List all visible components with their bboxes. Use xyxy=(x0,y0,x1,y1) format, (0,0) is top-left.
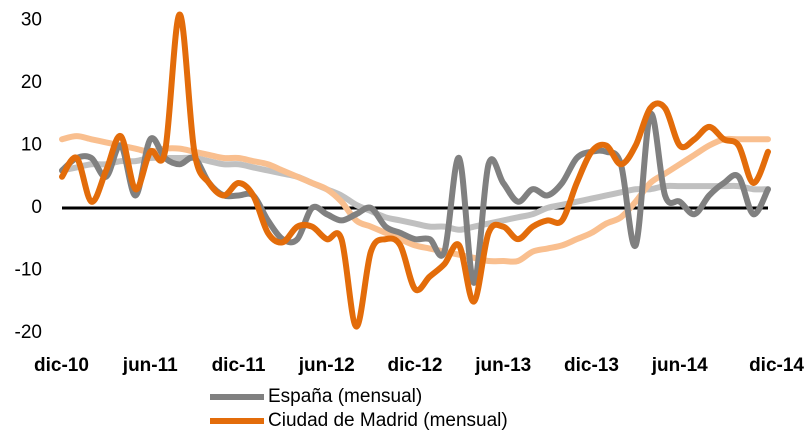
legend-label: España (mensual) xyxy=(268,386,422,407)
x-tick-label: jun-12 xyxy=(298,355,355,376)
series-line xyxy=(59,133,771,265)
y-tick-label: -10 xyxy=(15,259,42,280)
y-tick-label: 30 xyxy=(21,10,42,31)
y-tick-label: 0 xyxy=(31,197,42,218)
y-tick-label: 20 xyxy=(21,72,42,93)
series-line xyxy=(59,11,771,330)
x-tick-label: dic-14 xyxy=(749,355,804,376)
x-tick-label: dic-12 xyxy=(388,355,443,376)
x-tick-label: jun-14 xyxy=(651,355,708,376)
series-line xyxy=(59,154,771,233)
y-tick-label: 10 xyxy=(21,135,42,156)
x-tick-label: dic-11 xyxy=(212,355,266,376)
y-tick-label: -20 xyxy=(15,322,42,343)
x-tick-label: jun-13 xyxy=(474,355,531,376)
legend-label: Ciudad de Madrid (mensual) xyxy=(268,410,508,431)
x-tick-label: jun-11 xyxy=(122,355,178,376)
x-tick-label: dic-13 xyxy=(564,355,619,376)
x-tick-label: dic-10 xyxy=(34,355,89,376)
